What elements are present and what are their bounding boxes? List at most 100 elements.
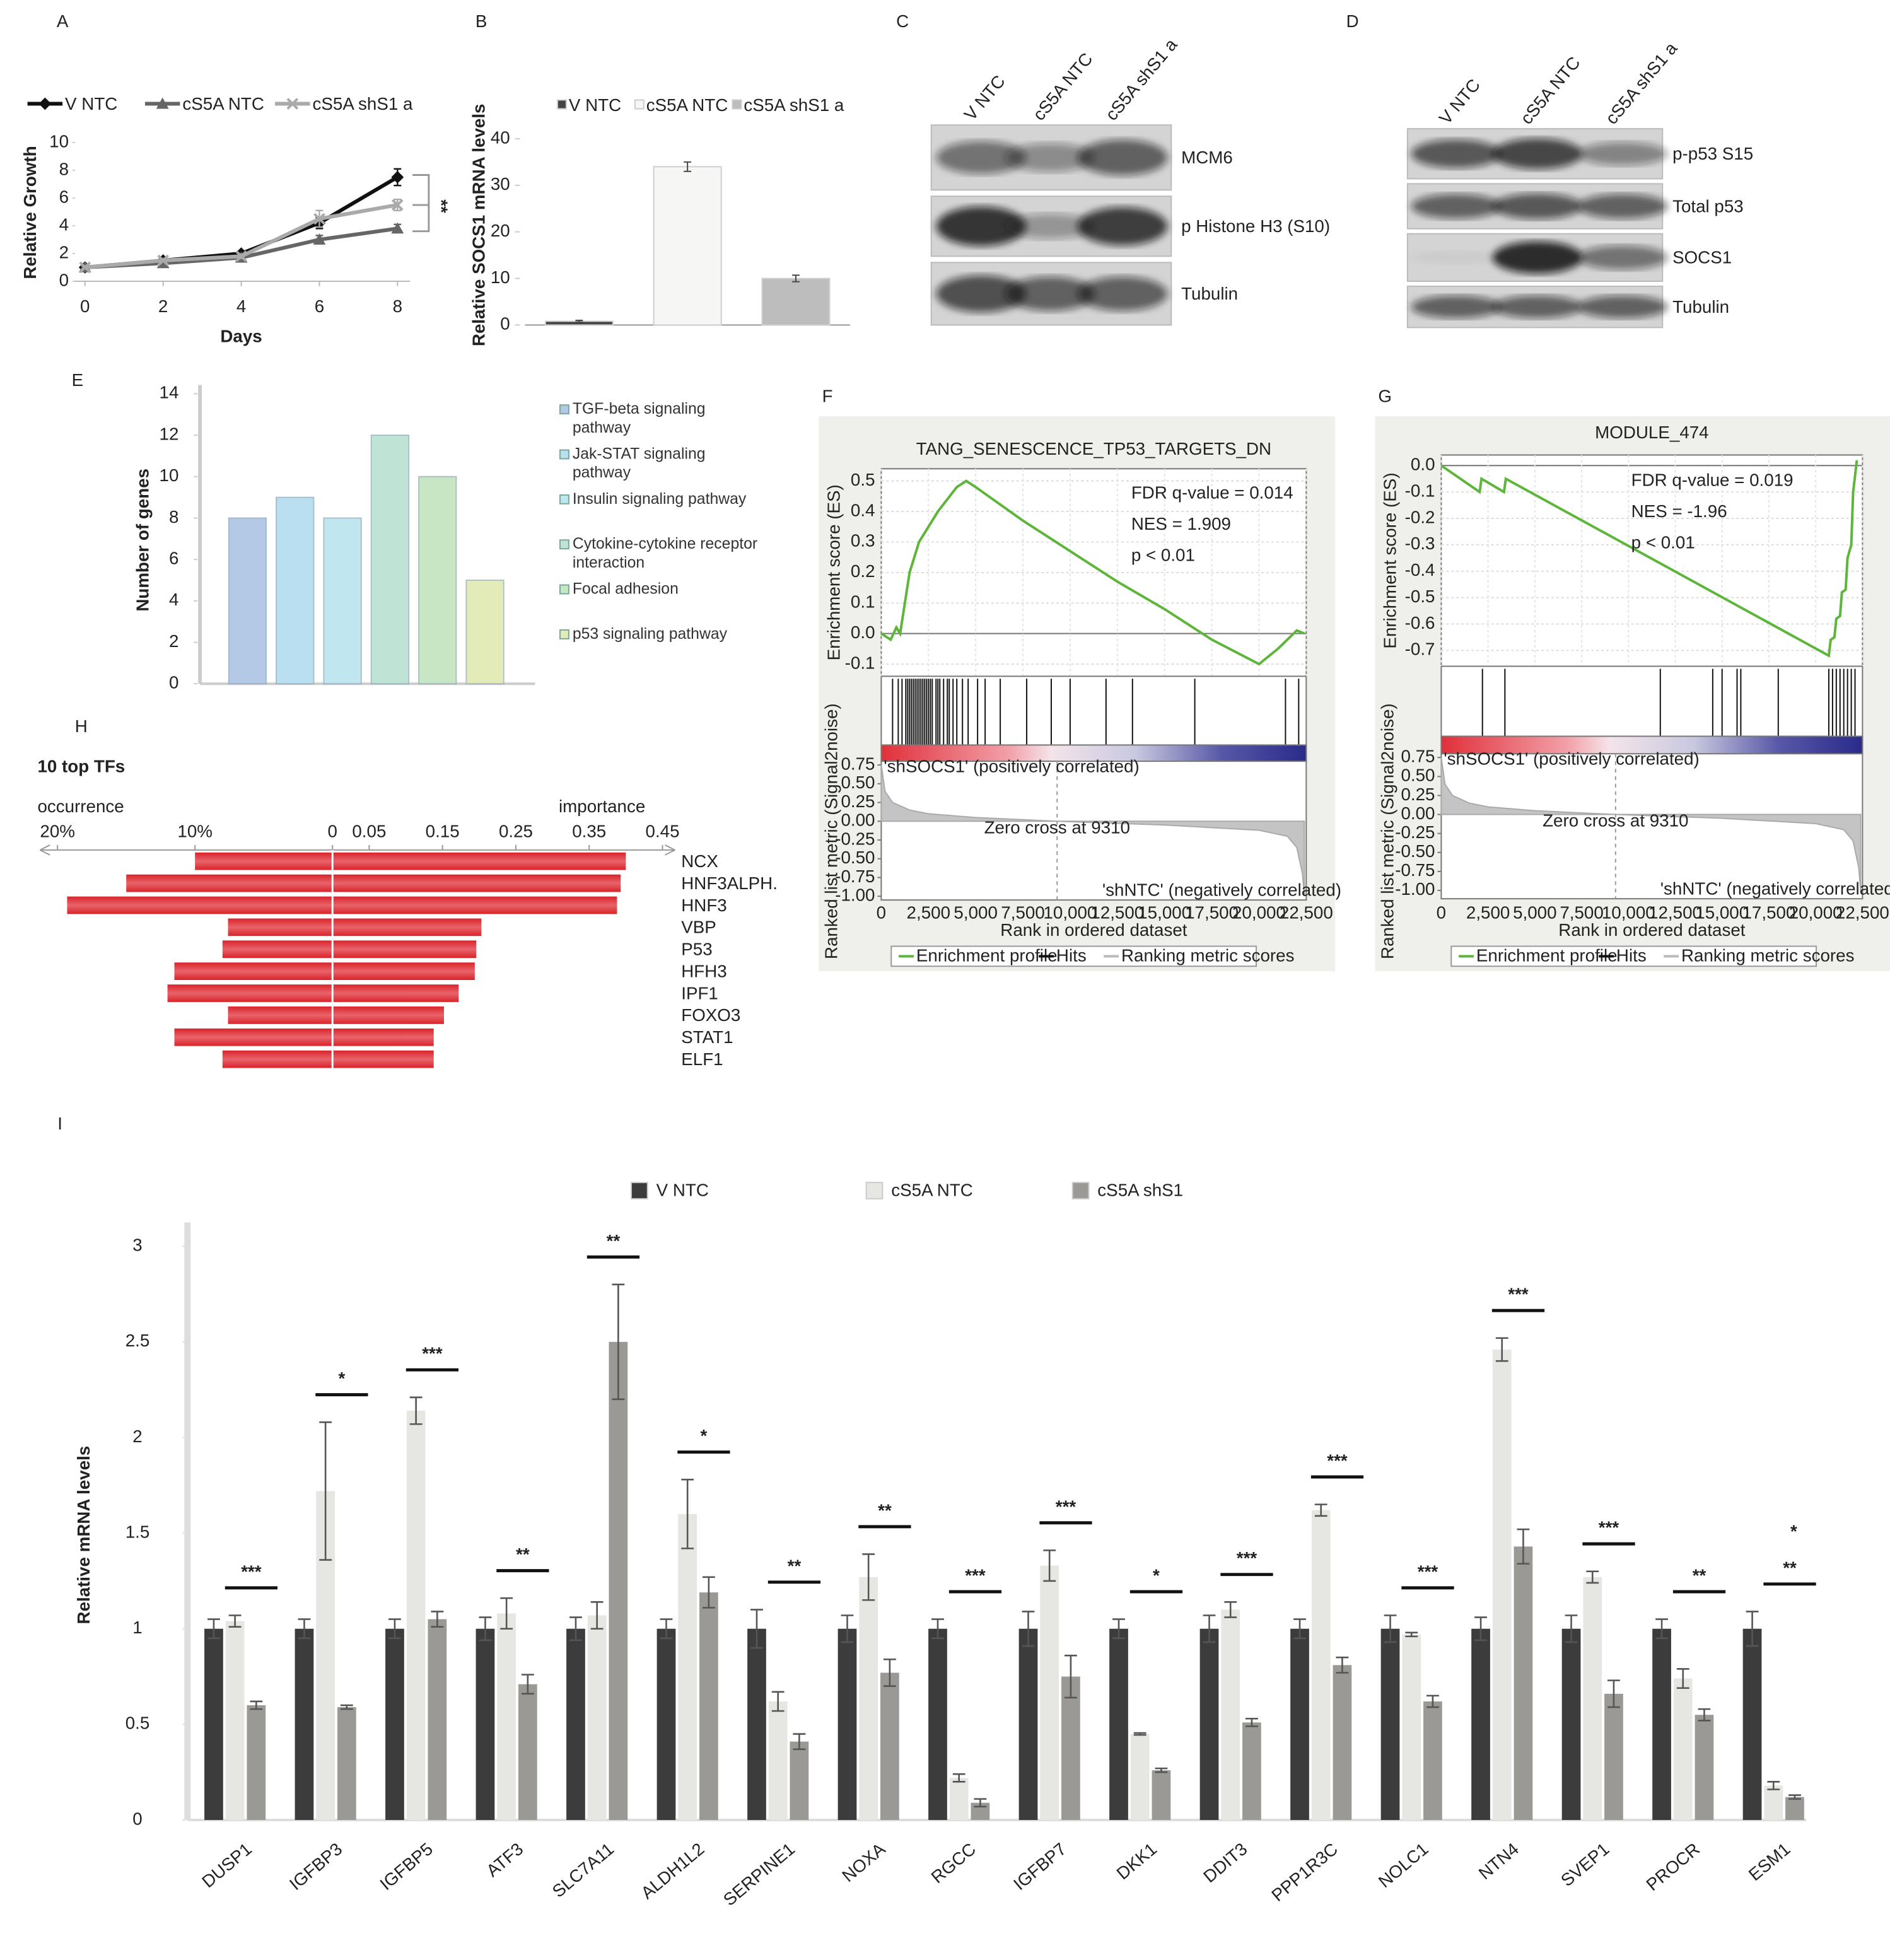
category-label: VBP bbox=[681, 918, 716, 937]
legend-label: p53 signaling pathway bbox=[572, 625, 728, 643]
y-tick-label: 0.00 bbox=[841, 810, 875, 830]
y-tick-label: -0.6 bbox=[1405, 613, 1435, 633]
bar bbox=[518, 1684, 537, 1820]
bar bbox=[837, 1628, 857, 1820]
x-tick-label: 0 bbox=[1437, 902, 1446, 922]
y-axis-label: Number of genes bbox=[132, 469, 152, 612]
error-bar bbox=[793, 1733, 806, 1751]
negative-label: 'shNTC' (negatively correlated) bbox=[1102, 880, 1341, 900]
error-bar bbox=[862, 1553, 875, 1601]
legend-box bbox=[890, 945, 1257, 967]
error-bar bbox=[1043, 1549, 1056, 1582]
error-bar bbox=[388, 1618, 401, 1640]
occurrence-bar bbox=[222, 940, 333, 959]
y-tick-label: -0.1 bbox=[845, 653, 875, 672]
bar bbox=[653, 166, 722, 326]
bar bbox=[1333, 1665, 1352, 1820]
y-tick-label: 20 bbox=[491, 221, 510, 240]
legend-label: Ranking metric scores bbox=[1121, 946, 1295, 965]
error-bar bbox=[681, 1478, 694, 1549]
legend-label: cS5A shS1 a bbox=[313, 94, 413, 114]
panel-letter: C bbox=[896, 11, 909, 31]
occurrence-bar bbox=[228, 918, 333, 936]
lane-label: cS5A shS1 a bbox=[1102, 35, 1181, 124]
x-tick-label: 15,000 bbox=[1138, 902, 1191, 922]
category-label: P53 bbox=[681, 940, 712, 959]
x-tick-label: 8 bbox=[393, 296, 402, 316]
band bbox=[936, 275, 1027, 313]
x-tick-label: ALDH1L2 bbox=[637, 1839, 708, 1903]
panel-letter: G bbox=[1378, 387, 1392, 406]
significance-label: * bbox=[701, 1426, 708, 1445]
x-tick-label: 12,500 bbox=[1090, 902, 1144, 922]
x-tick-label: 0.05 bbox=[352, 821, 386, 841]
negative-label: 'shNTC' (negatively correlated) bbox=[1660, 879, 1890, 899]
legend-item: Cytokine-cytokine receptor interaction bbox=[573, 535, 757, 571]
y-tick-label: 8 bbox=[59, 159, 69, 178]
band-label: SOCS1 bbox=[1672, 248, 1732, 267]
legend-label: TGF-beta signaling pathway bbox=[572, 400, 706, 436]
legend-label: Insulin signaling pathway bbox=[572, 490, 747, 508]
x-tick-label: IGFBP3 bbox=[286, 1839, 346, 1894]
x-tick-label: DUSP1 bbox=[198, 1839, 255, 1891]
x-axis-label: Rank in ordered dataset bbox=[1558, 920, 1745, 940]
band bbox=[1411, 251, 1502, 264]
error-bar bbox=[1314, 1503, 1327, 1517]
x-tick-label: PPP1R3C bbox=[1268, 1839, 1341, 1905]
band bbox=[936, 206, 1027, 247]
y-axis-label: Ranked list metric (Signal2noise) bbox=[1377, 703, 1397, 959]
significance-label: * bbox=[1153, 1566, 1160, 1585]
importance-bar bbox=[332, 852, 626, 870]
significance-label: *** bbox=[965, 1566, 986, 1585]
error-bar bbox=[1224, 1601, 1237, 1618]
occurrence-bar bbox=[167, 984, 333, 1002]
bar bbox=[928, 1628, 947, 1820]
error-bar bbox=[1698, 1708, 1711, 1722]
y-tick-label: 0 bbox=[132, 1809, 142, 1828]
band bbox=[1005, 276, 1095, 311]
legend-swatch bbox=[559, 584, 569, 595]
band bbox=[1411, 194, 1502, 219]
bar bbox=[370, 435, 410, 685]
stat-label: p < 0.01 bbox=[1631, 533, 1695, 552]
marker bbox=[391, 171, 404, 184]
x-tick-label: 2,500 bbox=[1466, 902, 1510, 922]
annotation: * bbox=[1790, 1521, 1797, 1541]
axis-label: importance bbox=[559, 796, 645, 816]
y-tick-label: 2 bbox=[59, 242, 69, 262]
importance-bar bbox=[332, 918, 482, 936]
occurrence-bar bbox=[222, 1050, 333, 1068]
error-bar bbox=[952, 1773, 965, 1783]
panel-letter: F bbox=[822, 387, 833, 406]
y-axis-label: Ranked list metric (Signal2noise) bbox=[821, 703, 841, 959]
band-label: Total p53 bbox=[1672, 196, 1744, 216]
bar bbox=[247, 1705, 266, 1820]
category-label: ELF1 bbox=[681, 1049, 723, 1069]
bar bbox=[790, 1741, 809, 1820]
bar bbox=[428, 1619, 447, 1820]
band bbox=[1492, 193, 1583, 219]
y-tick-label: 10 bbox=[491, 267, 510, 287]
panel-letter: A bbox=[57, 11, 69, 31]
bar bbox=[1604, 1693, 1623, 1820]
x-tick-label: 0 bbox=[80, 296, 90, 316]
y-tick-label: 0.4 bbox=[851, 500, 875, 520]
occurrence-bar bbox=[67, 896, 333, 914]
y-axis-label: Enrichment score (ES) bbox=[824, 484, 843, 660]
x-tick-label: 20,000 bbox=[1789, 902, 1843, 922]
significance-label: *** bbox=[241, 1561, 262, 1581]
x-tick-label: RGCC bbox=[928, 1839, 980, 1887]
x-tick-label: 12,500 bbox=[1648, 902, 1702, 922]
band bbox=[1077, 207, 1168, 246]
importance-bar bbox=[332, 896, 617, 914]
bar bbox=[859, 1577, 878, 1820]
x-tick-label: 22,500 bbox=[1836, 902, 1889, 922]
bar bbox=[1583, 1577, 1602, 1820]
chart-title: 10 top TFs bbox=[37, 756, 125, 776]
bar bbox=[1061, 1676, 1080, 1820]
y-tick-label: 4 bbox=[59, 214, 69, 234]
occurrence-bar bbox=[228, 1006, 333, 1024]
y-tick-label: 30 bbox=[491, 174, 510, 194]
band bbox=[1411, 139, 1502, 168]
error-bar bbox=[1746, 1611, 1759, 1647]
